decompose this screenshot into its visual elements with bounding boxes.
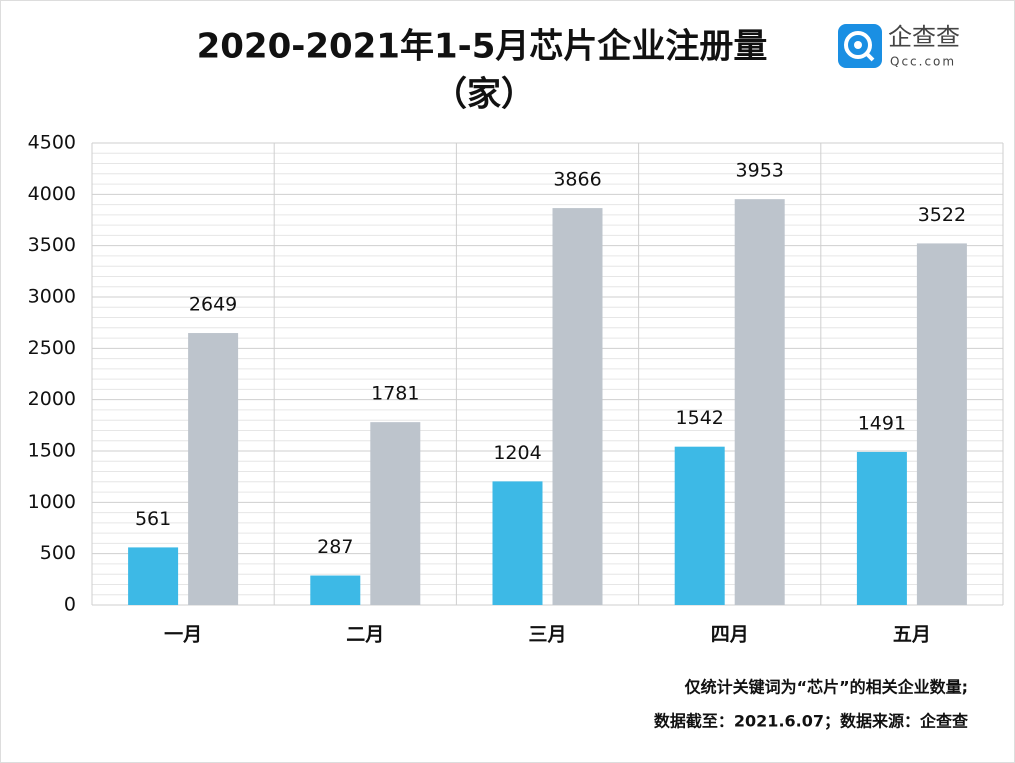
x-tick-label: 二月 <box>346 624 384 646</box>
bar <box>916 243 967 605</box>
chart-title: 2020-2021年1-5月芯片企业注册量 <box>197 27 768 67</box>
y-tick-label: 2500 <box>28 337 76 359</box>
chart-unit: （家） <box>433 75 535 115</box>
y-tick-label: 4500 <box>28 132 76 154</box>
bar <box>856 451 907 605</box>
logo-handle <box>864 51 875 62</box>
y-tick-label: 2000 <box>28 388 76 410</box>
logo: 企查查 Qcc.com <box>838 23 960 69</box>
bar <box>128 547 179 605</box>
value-label: 1781 <box>371 383 419 405</box>
note: 数据截至：2021.6.07；数据来源：企查查 <box>654 712 968 731</box>
y-tick-label: 0 <box>64 594 76 616</box>
value-label: 2649 <box>189 294 237 316</box>
x-tick-label: 五月 <box>893 624 931 646</box>
bar <box>552 208 603 605</box>
logo-ring <box>844 31 872 59</box>
logo-dot <box>854 41 862 49</box>
y-tick-label: 500 <box>40 542 76 564</box>
y-tick-label: 4000 <box>28 183 76 205</box>
bar <box>370 422 421 605</box>
y-tick-label: 1500 <box>28 440 76 462</box>
bar <box>674 446 725 605</box>
bar <box>188 333 239 605</box>
value-label: 561 <box>135 508 171 530</box>
y-tick-label: 1000 <box>28 491 76 513</box>
x-tick-label: 四月 <box>711 624 749 646</box>
value-label: 3522 <box>918 204 966 226</box>
bar <box>734 199 785 605</box>
x-tick-label: 三月 <box>528 624 566 646</box>
y-tick-label: 3000 <box>28 286 76 308</box>
value-label: 3953 <box>736 160 784 182</box>
bar <box>310 575 361 605</box>
logo-text: 企查查 <box>888 23 960 51</box>
value-label: 1542 <box>676 407 724 429</box>
note: 仅统计关键词为“芯片”的相关企业数量; <box>684 678 968 697</box>
y-tick-label: 3500 <box>28 234 76 256</box>
bar <box>492 481 543 605</box>
value-label: 287 <box>317 536 353 558</box>
value-label: 1491 <box>858 412 906 434</box>
logo-url: Qcc.com <box>890 55 956 69</box>
value-label: 1204 <box>493 442 541 464</box>
x-tick-label: 一月 <box>164 624 202 646</box>
value-label: 3866 <box>553 169 601 191</box>
